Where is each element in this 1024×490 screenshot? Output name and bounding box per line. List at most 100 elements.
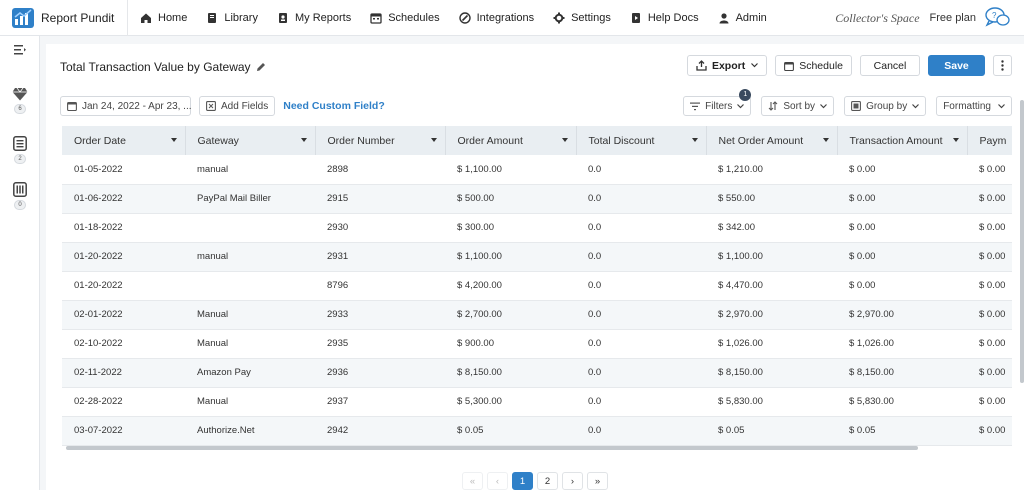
table-cell: $ 5,300.00 bbox=[445, 387, 576, 417]
main-nav: Home Library My Reports Schedules Integr… bbox=[128, 0, 786, 36]
nav-help-docs[interactable]: Help Docs bbox=[630, 12, 699, 24]
more-options-button[interactable] bbox=[993, 55, 1012, 76]
next-page-button[interactable]: › bbox=[562, 472, 583, 490]
column-header[interactable]: Order Date bbox=[62, 126, 186, 155]
sort-caret-icon[interactable] bbox=[170, 138, 177, 142]
table-cell: $ 0.00 bbox=[967, 242, 1012, 272]
table-row[interactable]: 01-20-2022 manual 2931 $ 1,100.00 0.0 $ 1,100… bbox=[62, 242, 1012, 272]
column-header[interactable]: Paym bbox=[967, 126, 1012, 155]
last-page-button[interactable]: » bbox=[587, 472, 608, 490]
table-row[interactable]: 01-18-2022 2930 $ 300.00 0.0 $ 342.00 $ 0.00 $… bbox=[62, 213, 1012, 243]
table-row[interactable]: 01-06-2022 PayPal Mail Biller 2915 $ 500.00… bbox=[62, 184, 1012, 214]
table-row[interactable]: 02-10-2022 Manual 2935 $ 900.00 0.0 $ 1,026.0… bbox=[62, 329, 1012, 359]
nav-schedules[interactable]: Schedules bbox=[370, 12, 440, 24]
table-cell: $ 0.00 bbox=[837, 213, 967, 243]
help-docs-icon bbox=[630, 12, 642, 24]
sort-caret-icon[interactable] bbox=[430, 138, 437, 142]
rail-badge: 2 bbox=[14, 154, 26, 164]
table-header-row: Order Date Gateway Order Number Order Am… bbox=[62, 126, 1012, 155]
cancel-label: Cancel bbox=[873, 59, 907, 72]
export-button[interactable]: Export bbox=[686, 55, 768, 76]
table-cell: $ 4,470.00 bbox=[706, 271, 837, 301]
calendar-icon bbox=[370, 12, 382, 24]
custom-field-link[interactable]: Need Custom Field? bbox=[283, 100, 385, 112]
horizontal-scrollbar[interactable] bbox=[62, 445, 1012, 451]
save-label: Save bbox=[944, 59, 969, 72]
table-cell: 01-20-2022 bbox=[62, 242, 185, 272]
column-header[interactable]: Net Order Amount bbox=[706, 126, 838, 155]
nav-home[interactable]: Home bbox=[140, 12, 187, 24]
vertical-scrollbar[interactable] bbox=[1020, 100, 1024, 400]
edit-pencil-icon[interactable] bbox=[256, 62, 266, 72]
column-header-label: Order Date bbox=[74, 134, 126, 147]
date-range-value: Jan 24, 2022 - Apr 23, ... bbox=[82, 100, 192, 112]
table-cell: 8796 bbox=[315, 271, 445, 301]
table-row[interactable]: 02-01-2022 Manual 2933 $ 2,700.00 0.0 $ 2,970… bbox=[62, 300, 1012, 330]
sort-caret-icon[interactable] bbox=[561, 138, 568, 142]
chat-support-icon[interactable]: ? bbox=[984, 6, 1010, 31]
table-row[interactable]: 01-05-2022 manual 2898 $ 1,100.00 0.0 $ 1,210… bbox=[62, 155, 1012, 185]
chevron-down-icon bbox=[912, 103, 920, 109]
date-range-picker[interactable]: Jan 24, 2022 - Apr 23, ... bbox=[60, 96, 192, 116]
sort-caret-icon[interactable] bbox=[300, 138, 307, 142]
table-body: 01-05-2022 manual 2898 $ 1,100.00 0.0 $ 1,210… bbox=[62, 155, 1012, 446]
group-by-button[interactable]: Group by bbox=[844, 96, 927, 116]
table-cell: $ 0.00 bbox=[967, 416, 1012, 446]
horizontal-scroll-thumb[interactable] bbox=[66, 446, 918, 450]
vertical-scroll-thumb[interactable] bbox=[1020, 100, 1024, 383]
export-label: Export bbox=[711, 59, 746, 72]
prev-page-button[interactable]: ‹ bbox=[487, 472, 508, 490]
schedule-button[interactable]: Schedule bbox=[775, 55, 852, 76]
table-cell: 0.0 bbox=[576, 184, 706, 214]
page-button[interactable]: 1 bbox=[512, 472, 533, 490]
rail-item-reports[interactable]: 2 bbox=[0, 136, 40, 164]
report-table: Order Date Gateway Order Number Order Am… bbox=[62, 126, 1012, 446]
table-row[interactable]: 02-11-2022 Amazon Pay 2936 $ 8,150.00 0.0 $ 8… bbox=[62, 358, 1012, 388]
save-button[interactable]: Save bbox=[928, 55, 985, 76]
column-header[interactable]: Total Discount bbox=[576, 126, 707, 155]
column-header[interactable]: Gateway bbox=[185, 126, 316, 155]
table-cell: $ 0.00 bbox=[967, 213, 1012, 243]
report-actions: Export Schedule Cancel Save bbox=[679, 55, 1012, 76]
cancel-button[interactable]: Cancel bbox=[860, 55, 920, 76]
rail-item-gems[interactable]: 6 bbox=[0, 87, 40, 114]
table-row[interactable]: 02-28-2022 Manual 2937 $ 5,300.00 0.0 $ 5,830… bbox=[62, 387, 1012, 417]
table-cell: $ 300.00 bbox=[445, 213, 576, 243]
table-cell: $ 0.05 bbox=[706, 416, 837, 446]
nav-admin[interactable]: Admin bbox=[718, 12, 767, 24]
sort-icon bbox=[768, 101, 778, 111]
table-cell: 0.0 bbox=[576, 213, 706, 243]
sort-by-button[interactable]: Sort by bbox=[761, 96, 835, 116]
first-page-button[interactable]: « bbox=[462, 472, 483, 490]
sort-caret-icon[interactable] bbox=[691, 138, 698, 142]
sort-caret-icon[interactable] bbox=[822, 138, 829, 142]
toolbar-right: Filters 1 Sort by Group by Formatting bbox=[673, 89, 1012, 116]
formatting-button[interactable]: Formatting bbox=[936, 96, 1012, 116]
table-cell: 2898 bbox=[315, 155, 445, 185]
nav-integrations[interactable]: Integrations bbox=[458, 11, 534, 24]
filter-icon bbox=[690, 102, 701, 111]
table-row[interactable]: 01-20-2022 8796 $ 4,200.00 0.0 $ 4,470.00 $ 0… bbox=[62, 271, 1012, 301]
table-cell: 02-10-2022 bbox=[62, 329, 185, 359]
column-header[interactable]: Order Number bbox=[315, 126, 446, 155]
rail-toggle[interactable] bbox=[0, 45, 40, 55]
filters-button[interactable]: Filters 1 bbox=[683, 89, 752, 116]
sort-caret-icon[interactable] bbox=[952, 138, 959, 142]
table-row[interactable]: 03-07-2022 Authorize.Net 2942 $ 0.05 0.0 $ 0.… bbox=[62, 416, 1012, 446]
integrations-icon bbox=[458, 11, 471, 24]
add-fields-button[interactable]: Add Fields bbox=[199, 96, 276, 116]
left-rail: 6 2 0 bbox=[0, 36, 40, 490]
nav-settings[interactable]: Settings bbox=[553, 12, 611, 24]
export-icon bbox=[696, 60, 707, 71]
page-button[interactable]: 2 bbox=[537, 472, 558, 490]
column-header[interactable]: Transaction Amount bbox=[837, 126, 968, 155]
plan-label[interactable]: Free plan bbox=[929, 12, 976, 24]
brand[interactable]: Report Pundit bbox=[0, 0, 128, 36]
nav-library[interactable]: Library bbox=[206, 12, 258, 24]
nav-my-reports[interactable]: My Reports bbox=[277, 12, 351, 24]
column-header[interactable]: Order Amount bbox=[445, 126, 577, 155]
report-card: Total Transaction Value by Gateway Expor… bbox=[46, 44, 1024, 490]
rail-item-columns[interactable]: 0 bbox=[0, 182, 40, 210]
table-cell: $ 1,100.00 bbox=[706, 242, 837, 272]
table-cell: manual bbox=[185, 242, 315, 272]
